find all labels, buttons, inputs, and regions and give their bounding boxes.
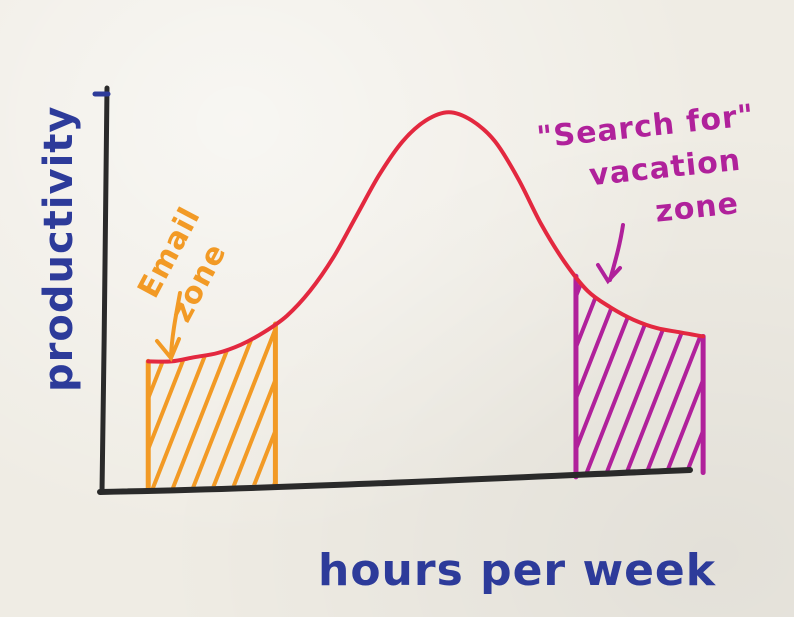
hatch-stroke <box>266 324 276 489</box>
y-axis-label: productivity <box>36 106 82 392</box>
hatch-stroke <box>736 220 794 500</box>
hatch-stroke <box>673 276 704 474</box>
hatch-stroke <box>396 220 506 500</box>
y-axis-line <box>99 85 110 495</box>
hatch-stroke <box>456 220 566 500</box>
hatch-stroke <box>575 276 648 474</box>
hatch-stroke <box>613 276 704 474</box>
hatch-stroke <box>246 324 276 489</box>
x-axis-line <box>97 467 693 495</box>
hatch-stroke <box>226 324 276 489</box>
vacation-zone-label-line-2: vacation <box>587 143 742 194</box>
hatch-stroke <box>436 220 546 500</box>
hatch-stroke <box>206 324 276 489</box>
hatch-stroke <box>716 220 794 500</box>
hatch-stroke <box>186 324 276 489</box>
hatch-stroke <box>356 220 466 500</box>
hatch-stroke <box>0 220 38 500</box>
vacation-zone-hatch <box>356 220 794 500</box>
hatch-stroke <box>633 276 704 474</box>
hatch-stroke <box>593 276 704 474</box>
hatch-stroke <box>653 276 704 474</box>
vacation-zone-label-line-3: zone <box>654 186 741 230</box>
email-zone-outline <box>145 321 278 494</box>
vacation-zone-outline <box>573 273 706 480</box>
hatch-stroke <box>416 220 526 500</box>
hatch-stroke <box>148 324 261 489</box>
hatch-stroke <box>575 276 688 474</box>
hatch-stroke <box>575 276 588 474</box>
hatch-stroke <box>693 276 704 474</box>
hatch-stroke <box>575 276 668 474</box>
productivity-curve <box>146 110 706 364</box>
email-zone-arrow <box>155 291 182 362</box>
hatch-stroke <box>166 324 276 489</box>
hatch-stroke <box>308 220 418 500</box>
hatch-stroke <box>288 220 398 500</box>
x-axis-label: hours per week <box>318 545 717 596</box>
hatch-stroke <box>376 220 486 500</box>
vacation-zone-arrow <box>596 223 625 285</box>
